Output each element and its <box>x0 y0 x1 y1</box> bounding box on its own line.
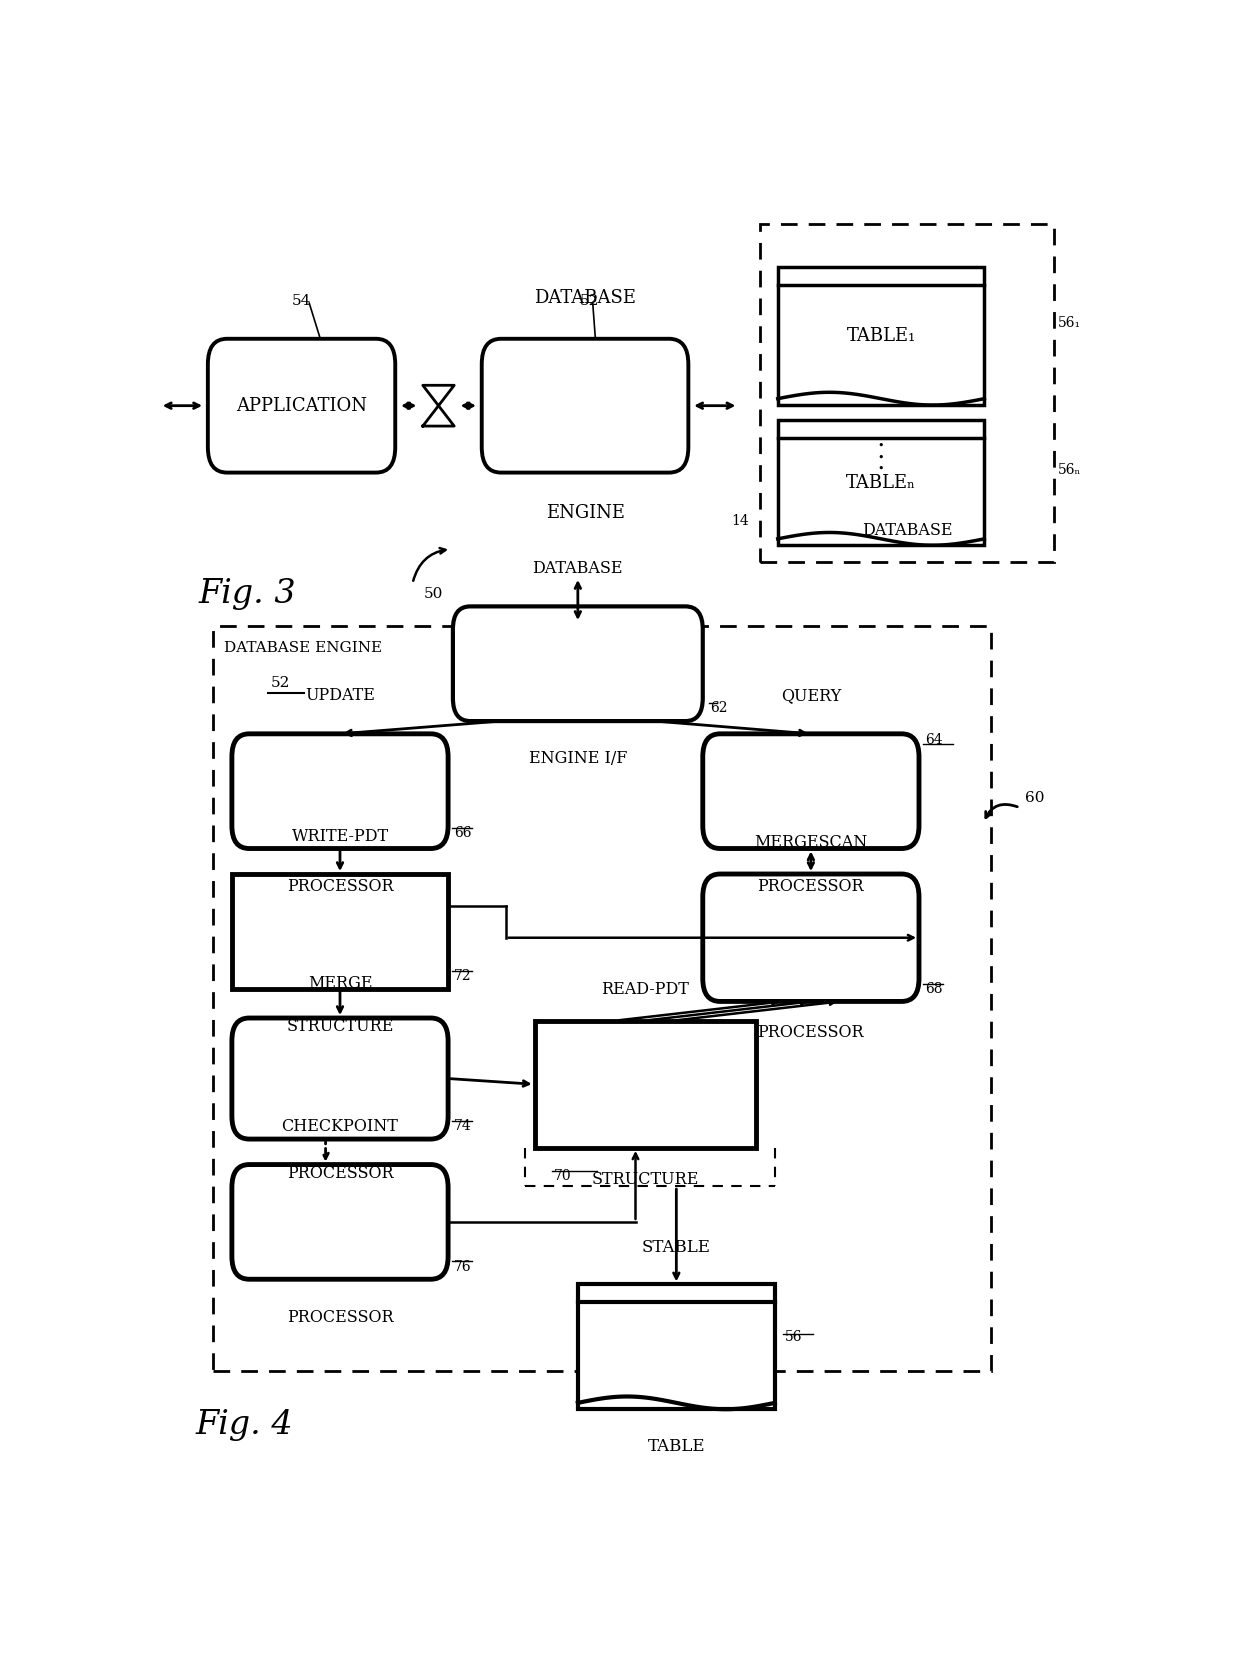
Text: STRUCTURE: STRUCTURE <box>591 1172 699 1188</box>
Text: 70: 70 <box>554 1168 572 1183</box>
FancyBboxPatch shape <box>232 1018 448 1139</box>
FancyBboxPatch shape <box>232 1165 448 1279</box>
Text: 56ₙ: 56ₙ <box>1059 463 1081 477</box>
Text: DATABASE: DATABASE <box>862 521 952 540</box>
Text: ENGINE: ENGINE <box>546 505 625 523</box>
Text: READ-PDT: READ-PDT <box>601 980 689 998</box>
Text: 76: 76 <box>454 1259 471 1273</box>
Text: UPDATE: UPDATE <box>305 687 374 705</box>
Text: STABLE: STABLE <box>642 1240 711 1256</box>
FancyBboxPatch shape <box>703 874 919 1001</box>
Text: 62: 62 <box>711 702 728 715</box>
Text: PROCESSOR: PROCESSOR <box>286 1309 393 1326</box>
FancyBboxPatch shape <box>453 606 703 722</box>
Bar <box>760 223 1054 561</box>
Text: PROCESSOR: PROCESSOR <box>286 1165 393 1182</box>
Text: 74: 74 <box>454 1119 471 1134</box>
Text: DATABASE: DATABASE <box>534 290 636 306</box>
Text: CHECKPOINT: CHECKPOINT <box>281 1119 398 1135</box>
Text: Fig. 3: Fig. 3 <box>198 578 296 609</box>
Text: •
•
•: • • • <box>878 440 884 473</box>
Bar <box>213 626 991 1370</box>
Text: 64: 64 <box>925 733 942 746</box>
Text: QUERY: QUERY <box>781 687 841 705</box>
Text: TABLE: TABLE <box>647 1438 706 1455</box>
Bar <box>578 1284 775 1410</box>
Text: TABLEₙ: TABLEₙ <box>846 473 916 492</box>
Bar <box>777 268 985 405</box>
Text: MERGE: MERGE <box>308 975 372 991</box>
FancyArrowPatch shape <box>413 548 445 581</box>
Text: DATABASE ENGINE: DATABASE ENGINE <box>224 640 382 655</box>
FancyBboxPatch shape <box>481 339 688 473</box>
Text: 72: 72 <box>454 968 471 983</box>
Text: 52: 52 <box>270 677 290 690</box>
Text: PROCESSOR: PROCESSOR <box>758 1024 864 1041</box>
FancyBboxPatch shape <box>208 339 396 473</box>
Text: TABLE₁: TABLE₁ <box>847 328 915 346</box>
Text: 14: 14 <box>732 515 749 528</box>
Bar <box>777 420 985 544</box>
Text: WRITE-PDT: WRITE-PDT <box>291 828 388 844</box>
Text: APPLICATION: APPLICATION <box>236 397 367 415</box>
Text: 50: 50 <box>424 586 444 601</box>
Bar <box>534 1021 755 1149</box>
Text: 54: 54 <box>291 293 311 308</box>
Text: STRUCTURE: STRUCTURE <box>286 1018 393 1034</box>
Text: 56: 56 <box>785 1329 802 1344</box>
Text: 56₁: 56₁ <box>1059 316 1081 331</box>
Text: PROCESSOR: PROCESSOR <box>286 877 393 895</box>
Text: 66: 66 <box>454 826 471 841</box>
Text: ENGINE I/F: ENGINE I/F <box>528 750 627 768</box>
Text: 68: 68 <box>925 981 942 996</box>
Text: MERGESCAN: MERGESCAN <box>754 834 868 851</box>
Text: DATABASE: DATABASE <box>533 559 622 578</box>
FancyBboxPatch shape <box>703 733 919 849</box>
Text: Fig. 4: Fig. 4 <box>196 1408 293 1440</box>
Text: 60: 60 <box>1024 791 1044 804</box>
Bar <box>232 874 448 988</box>
FancyArrowPatch shape <box>986 804 1017 818</box>
Text: 52: 52 <box>580 293 600 308</box>
Text: PROCESSOR: PROCESSOR <box>758 877 864 895</box>
FancyBboxPatch shape <box>232 733 448 849</box>
